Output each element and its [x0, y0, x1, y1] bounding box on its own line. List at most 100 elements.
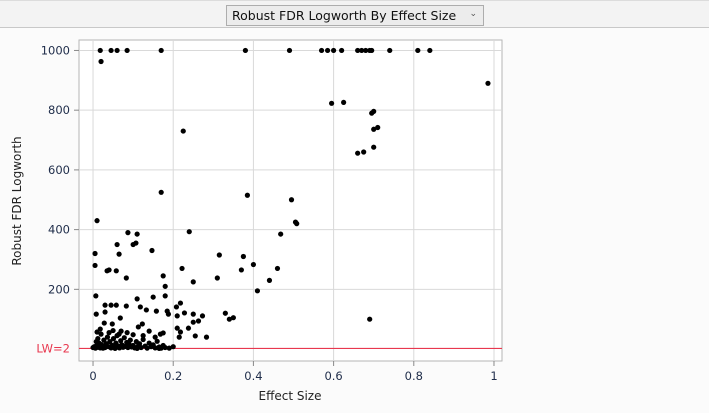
data-point[interactable] [144, 345, 150, 351]
data-point[interactable] [170, 344, 176, 350]
data-point[interactable] [134, 345, 140, 352]
data-point[interactable] [152, 334, 158, 340]
data-point[interactable] [101, 320, 107, 326]
data-point[interactable] [125, 230, 131, 236]
data-point[interactable] [116, 251, 122, 257]
data-point[interactable] [177, 300, 184, 306]
data-point[interactable] [199, 313, 206, 319]
data-point[interactable] [371, 144, 377, 150]
data-point[interactable] [355, 150, 361, 156]
data-point[interactable] [118, 338, 124, 344]
data-point[interactable] [121, 335, 127, 341]
data-point[interactable] [222, 310, 228, 316]
data-point[interactable] [274, 265, 281, 272]
data-point[interactable] [153, 308, 159, 314]
data-point[interactable] [186, 229, 192, 235]
data-point[interactable] [174, 313, 180, 319]
data-point[interactable] [110, 336, 117, 342]
data-point[interactable] [143, 307, 149, 313]
data-point[interactable] [102, 302, 108, 308]
data-point[interactable] [108, 47, 114, 54]
data-point[interactable] [100, 345, 106, 351]
data-point[interactable] [250, 261, 257, 268]
data-point[interactable] [94, 329, 100, 335]
data-point[interactable] [190, 319, 196, 325]
data-point[interactable] [180, 128, 186, 134]
data-point[interactable] [138, 344, 144, 351]
data-point[interactable] [331, 47, 337, 54]
data-point[interactable] [134, 296, 140, 302]
data-point[interactable] [173, 304, 180, 310]
data-point[interactable] [369, 110, 375, 116]
data-point[interactable] [165, 311, 172, 317]
data-point[interactable] [93, 293, 99, 299]
data-point[interactable] [238, 267, 244, 273]
data-point[interactable] [109, 321, 115, 327]
data-point[interactable] [318, 47, 325, 54]
data-point[interactable] [139, 321, 145, 327]
data-point[interactable] [266, 277, 273, 283]
data-point[interactable] [158, 47, 164, 54]
data-point[interactable] [130, 241, 136, 248]
data-point[interactable] [179, 265, 185, 272]
data-point[interactable] [140, 333, 146, 339]
data-point[interactable] [150, 294, 156, 300]
data-point[interactable] [114, 47, 120, 54]
data-point[interactable] [154, 338, 160, 344]
data-point[interactable] [254, 288, 261, 294]
data-point[interactable] [190, 279, 196, 285]
data-point[interactable] [107, 338, 113, 345]
data-point[interactable] [415, 47, 421, 54]
data-point[interactable] [123, 275, 129, 281]
data-point[interactable] [113, 268, 119, 274]
data-point[interactable] [108, 302, 114, 308]
chevron-down-icon[interactable]: ⌄ [469, 9, 477, 19]
data-point[interactable] [117, 315, 123, 321]
data-point[interactable] [240, 253, 246, 260]
data-point[interactable] [162, 283, 168, 289]
data-point[interactable] [214, 275, 220, 281]
data-point[interactable] [485, 80, 491, 86]
data-point[interactable] [367, 316, 373, 322]
data-point[interactable] [104, 334, 111, 340]
data-point[interactable] [341, 99, 347, 106]
data-point[interactable] [106, 330, 112, 336]
data-point[interactable] [230, 315, 236, 321]
data-point[interactable] [181, 310, 188, 316]
data-point[interactable] [324, 47, 331, 54]
data-point[interactable] [195, 318, 202, 324]
data-point[interactable] [162, 344, 168, 351]
data-point[interactable] [156, 345, 162, 352]
data-point[interactable] [123, 303, 129, 309]
data-point[interactable] [98, 331, 104, 337]
data-point[interactable] [93, 311, 99, 317]
data-point[interactable] [226, 316, 232, 322]
data-point[interactable] [203, 334, 210, 340]
data-point[interactable] [375, 124, 381, 131]
data-point[interactable] [98, 58, 104, 65]
data-point[interactable] [174, 325, 180, 331]
data-point[interactable] [177, 329, 184, 335]
data-point[interactable] [112, 345, 118, 352]
data-point[interactable] [192, 333, 198, 339]
data-point[interactable] [286, 47, 293, 54]
data-point[interactable] [130, 332, 136, 338]
data-point[interactable] [140, 336, 146, 343]
data-point[interactable] [339, 47, 345, 54]
data-point[interactable] [160, 273, 166, 279]
data-point[interactable] [94, 218, 100, 224]
data-point[interactable] [137, 304, 143, 310]
data-point[interactable] [361, 149, 367, 155]
data-point[interactable] [242, 47, 248, 54]
data-point[interactable] [387, 47, 393, 54]
data-point[interactable] [97, 47, 103, 54]
data-point[interactable] [162, 293, 168, 299]
data-point[interactable] [185, 325, 192, 331]
data-point[interactable] [146, 328, 152, 334]
data-point[interactable] [359, 47, 365, 54]
data-point[interactable] [114, 241, 120, 248]
data-point[interactable] [158, 189, 164, 195]
data-point[interactable] [176, 334, 182, 340]
data-point[interactable] [110, 327, 116, 334]
data-point[interactable] [363, 47, 369, 54]
